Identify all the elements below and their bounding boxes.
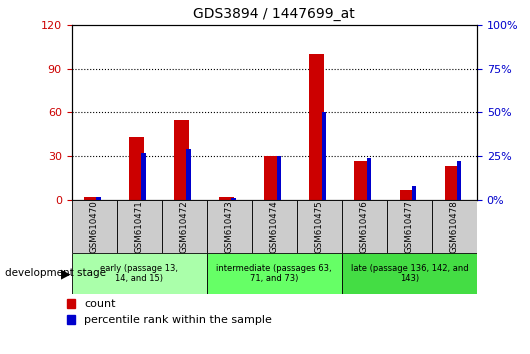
Bar — [412, 186, 416, 200]
Bar — [432, 200, 477, 253]
Bar — [207, 253, 342, 294]
Bar — [252, 200, 297, 253]
Bar — [96, 196, 101, 200]
Bar — [322, 113, 326, 200]
Text: GSM610472: GSM610472 — [180, 200, 189, 253]
Text: GSM610470: GSM610470 — [90, 200, 99, 253]
Bar — [457, 161, 461, 200]
Text: GSM610476: GSM610476 — [360, 200, 369, 253]
Text: GSM610473: GSM610473 — [225, 200, 234, 253]
Bar — [207, 200, 252, 253]
Bar — [264, 156, 279, 200]
Bar — [72, 253, 207, 294]
Bar — [142, 153, 146, 200]
Bar — [84, 197, 99, 200]
Bar — [219, 197, 234, 200]
Bar — [342, 253, 477, 294]
Bar — [342, 200, 387, 253]
Bar — [387, 200, 432, 253]
Legend: count, percentile rank within the sample: count, percentile rank within the sample — [66, 299, 272, 325]
Bar — [187, 149, 191, 200]
Text: late (passage 136, 142, and
143): late (passage 136, 142, and 143) — [351, 264, 468, 283]
Bar — [277, 156, 281, 200]
Bar — [117, 200, 162, 253]
Bar — [445, 166, 459, 200]
Bar — [129, 137, 144, 200]
Bar — [310, 54, 324, 200]
Bar — [297, 200, 342, 253]
Text: early (passage 13,
14, and 15): early (passage 13, 14, and 15) — [100, 264, 178, 283]
Bar — [232, 198, 236, 200]
Bar — [355, 161, 369, 200]
Text: GSM610477: GSM610477 — [405, 200, 414, 253]
Bar — [162, 200, 207, 253]
Text: intermediate (passages 63,
71, and 73): intermediate (passages 63, 71, and 73) — [216, 264, 332, 283]
Text: GSM610474: GSM610474 — [270, 200, 279, 253]
Text: ▶: ▶ — [61, 267, 70, 280]
Text: GSM610471: GSM610471 — [135, 200, 144, 253]
Bar — [400, 190, 414, 200]
Text: GSM610478: GSM610478 — [450, 200, 459, 253]
Title: GDS3894 / 1447699_at: GDS3894 / 1447699_at — [193, 7, 355, 21]
Bar — [174, 120, 189, 200]
Text: development stage: development stage — [5, 268, 107, 279]
Bar — [72, 200, 117, 253]
Text: GSM610475: GSM610475 — [315, 200, 324, 253]
Bar — [367, 158, 371, 200]
